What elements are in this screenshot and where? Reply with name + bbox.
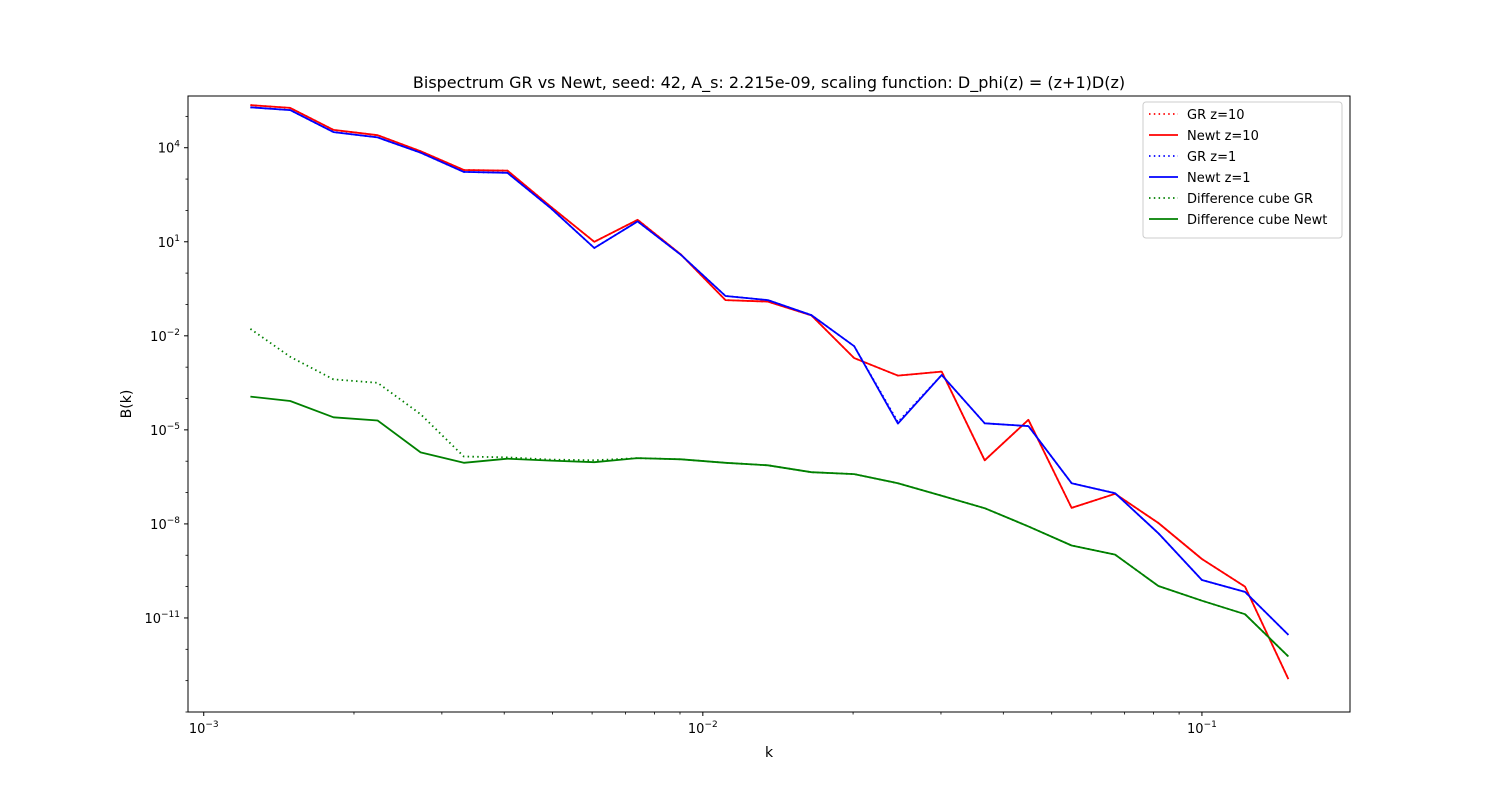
y-tick-label-base: 10 [144, 612, 161, 627]
y-tick-label-base: 10 [158, 142, 175, 157]
y-tick-label-exponent: 1 [174, 234, 180, 244]
legend-label: Newt z=10 [1187, 129, 1259, 144]
x-tick-label-base: 10 [688, 722, 705, 737]
y-tick-label-base: 10 [150, 330, 167, 345]
x-tick-label-base: 10 [1187, 722, 1204, 737]
y-tick-label-base: 10 [158, 236, 175, 251]
plot-frame [187, 95, 1351, 713]
x-axis-label: k [765, 745, 774, 761]
y-axis-label: B(k) [119, 390, 135, 419]
legend: GR z=10 Newt z=10 GR z=1 Newt z=1 Difference… [1142, 101, 1343, 239]
x-tick-label-exponent: −1 [1204, 720, 1217, 730]
y-tick-label-base: 10 [150, 518, 167, 533]
series-line-5 [250, 395, 1290, 658]
legend-label: Difference cube Newt [1187, 213, 1327, 228]
legend-label: Newt z=1 [1187, 171, 1251, 186]
x-tick-label-base: 10 [189, 722, 206, 737]
x-tick-label: 10−3 [189, 720, 219, 737]
y-tick-label-base: 10 [150, 424, 167, 439]
y-tick-label-exponent: −2 [167, 328, 180, 338]
x-tick-label-exponent: −3 [205, 720, 218, 730]
y-tick-label-exponent: −8 [167, 516, 181, 526]
y-tick-label-exponent: 4 [174, 140, 180, 150]
y-tick-label: 101 [158, 234, 180, 251]
y-tick-label: 104 [158, 140, 181, 157]
x-tick-label: 10−1 [1187, 720, 1217, 737]
y-tick-label: 10−5 [150, 422, 180, 439]
chart-title: Bispectrum GR vs Newt, seed: 42, A_s: 2.… [413, 73, 1125, 93]
y-tick-label: 10−11 [144, 610, 180, 627]
x-tick-label-exponent: −2 [704, 720, 717, 730]
y-tick-label-exponent: −5 [167, 422, 180, 432]
legend-box [1142, 101, 1343, 239]
series-layer [249, 104, 1290, 680]
y-tick-label: 10−2 [150, 328, 180, 345]
y-tick-label-exponent: −11 [161, 610, 180, 620]
legend-label: GR z=10 [1187, 108, 1245, 123]
y-tick-label: 10−8 [150, 516, 180, 533]
legend-label: Difference cube GR [1187, 192, 1313, 207]
series-line-3 [250, 106, 1290, 636]
x-tick-label: 10−2 [688, 720, 718, 737]
legend-label: GR z=1 [1187, 150, 1236, 165]
